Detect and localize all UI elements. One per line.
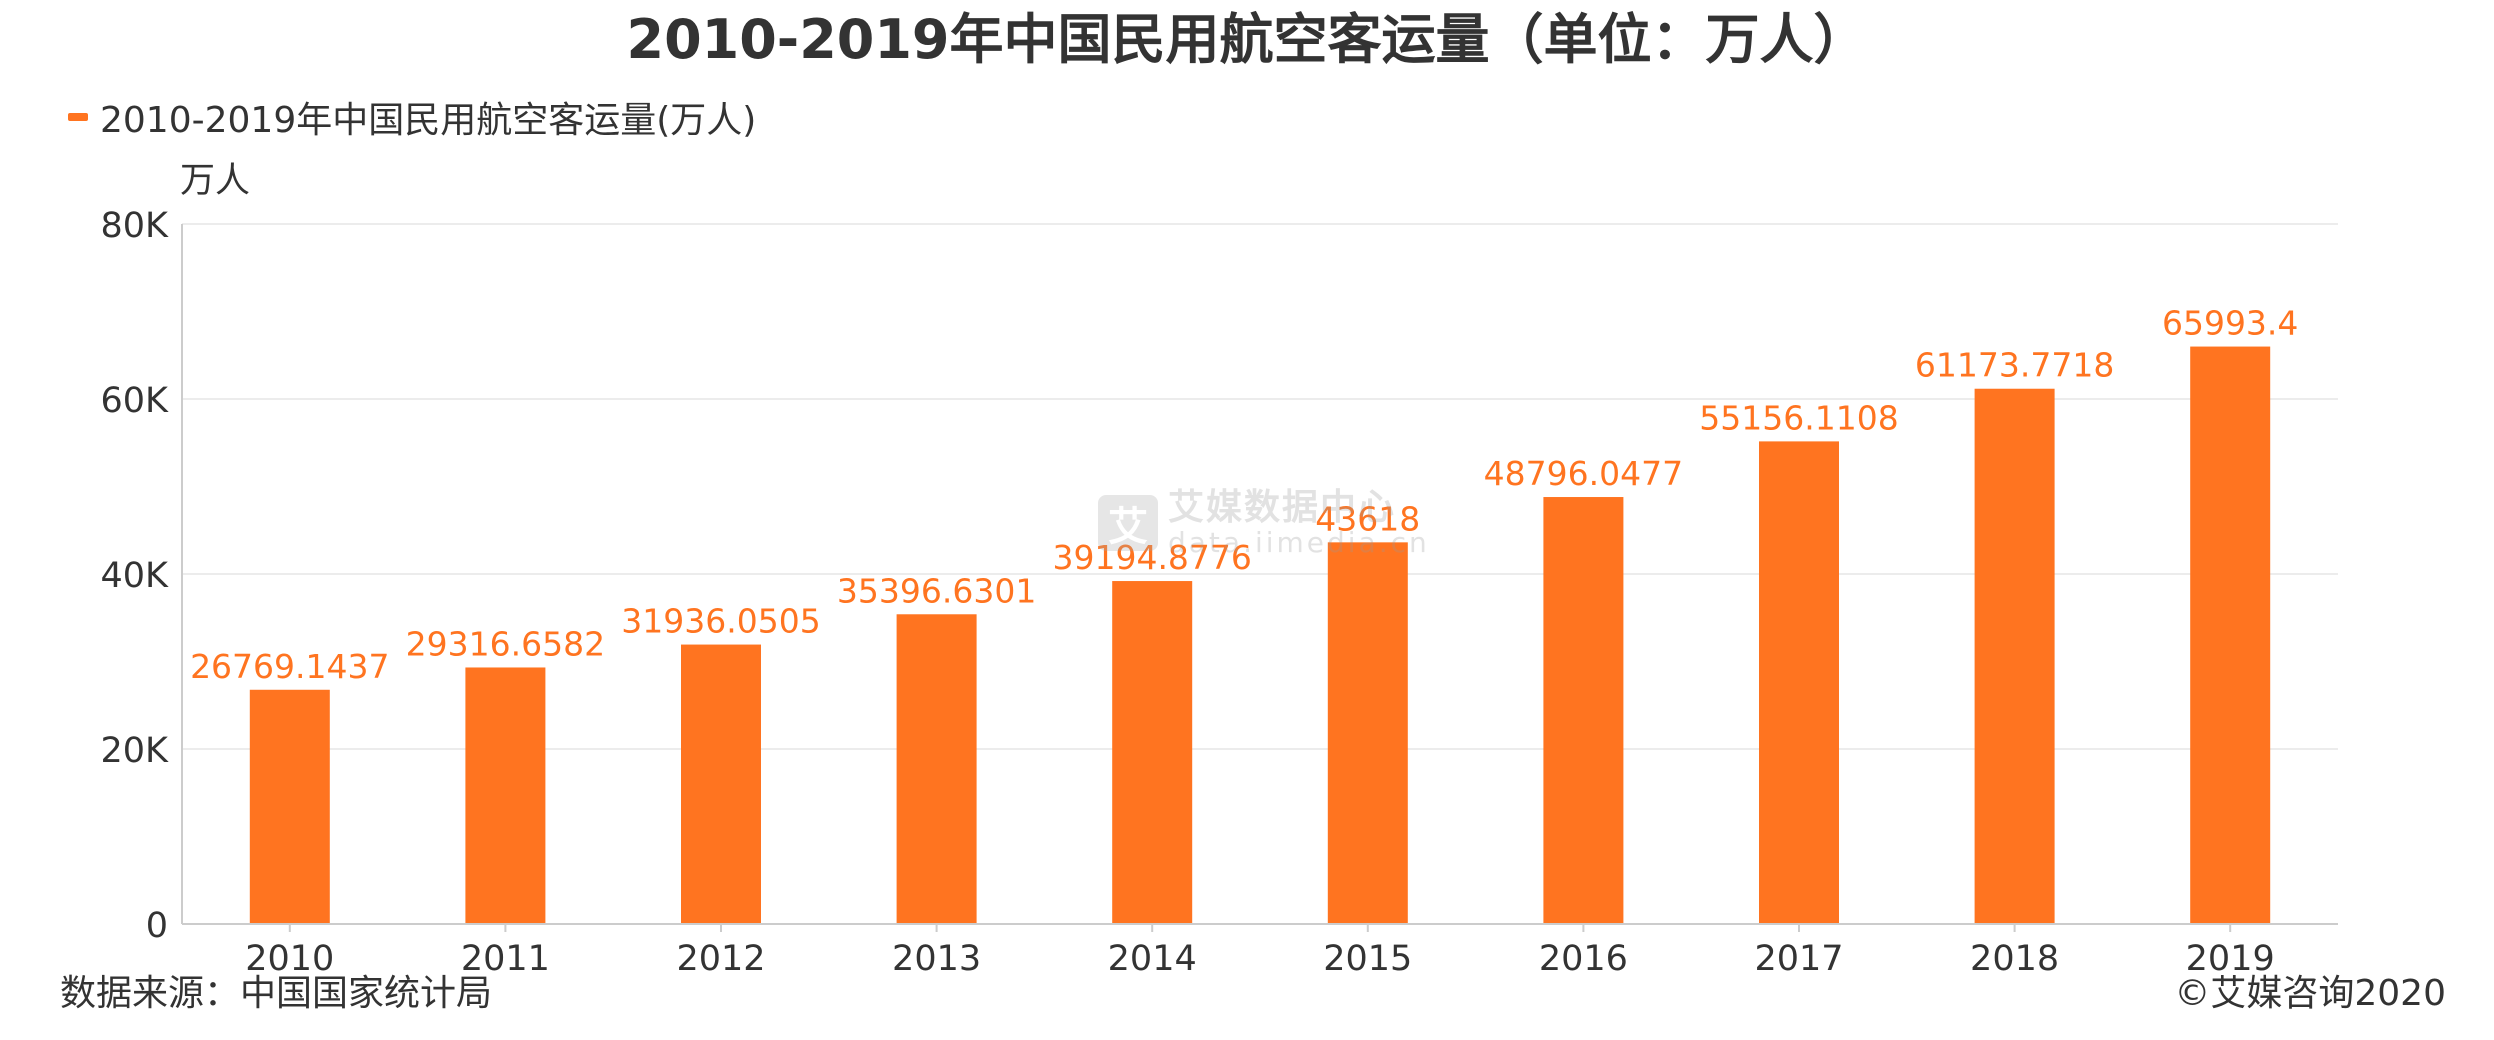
x-tick-label: 2012 (676, 939, 765, 979)
data-label: 48796.0477 (1484, 454, 1683, 493)
bars (249, 346, 2271, 924)
bar-2019[interactable] (2190, 346, 2271, 924)
chart-title: 2010-2019年中国民用航空客运量（单位：万人） (626, 8, 1868, 71)
bar-2011[interactable] (465, 667, 546, 924)
y-tick-label: 40K (101, 556, 170, 596)
data-label: 61173.7718 (1915, 346, 2114, 385)
x-tick-label: 2016 (1539, 939, 1628, 979)
x-tick-label: 2014 (1108, 939, 1197, 979)
bar-2018[interactable] (1974, 388, 2055, 924)
copyright: ©艾媒咨询2020 (2174, 973, 2446, 1014)
y-axis-unit: 万人 (180, 161, 251, 201)
data-label: 39194.8776 (1052, 538, 1251, 577)
axes: 0 20K 40K 60K 80K 2010 2011 2012 2013 2014 2015 201… (101, 206, 2338, 979)
bar-2010[interactable] (249, 689, 330, 924)
legend[interactable]: 2010-2019年中国民用航空客运量(万人) (68, 92, 756, 142)
data-label: 65993.4 (2162, 304, 2298, 343)
bar-2015[interactable] (1327, 542, 1408, 924)
y-tick-label: 20K (101, 731, 170, 771)
data-label: 26769.1437 (190, 647, 389, 686)
legend-label: 2010-2019年中国民用航空客运量(万人) (100, 100, 757, 141)
y-tick-label: 80K (101, 206, 170, 246)
data-labels: 26769.1437 29316.6582 31936.0505 35396.6301… (190, 304, 2298, 686)
y-tick-label: 60K (101, 381, 170, 421)
x-tick-label: 2015 (1323, 939, 1412, 979)
data-label: 55156.1108 (1699, 398, 1898, 437)
y-tick-label: 0 (146, 906, 168, 946)
legend-swatch (68, 113, 88, 121)
x-tick-label: 2011 (461, 939, 550, 979)
x-tick-label: 2010 (245, 939, 334, 979)
x-tick-label: 2013 (892, 939, 981, 979)
bar-2013[interactable] (896, 614, 977, 924)
bar-2017[interactable] (1759, 441, 1839, 924)
x-tick-label: 2018 (1970, 939, 2059, 979)
bar-2014[interactable] (1112, 581, 1193, 924)
data-label: 31936.0505 (621, 602, 820, 641)
data-label: 29316.6582 (406, 624, 605, 663)
bar-2012[interactable] (681, 644, 761, 924)
data-label: 35396.6301 (837, 571, 1036, 610)
x-tick-label: 2019 (2186, 939, 2275, 979)
data-label: 43618 (1315, 499, 1420, 538)
x-tick-label: 2017 (1754, 939, 1843, 979)
bar-2016[interactable] (1543, 497, 1624, 924)
data-source: 数据来源：中国国家统计局 (60, 973, 493, 1014)
